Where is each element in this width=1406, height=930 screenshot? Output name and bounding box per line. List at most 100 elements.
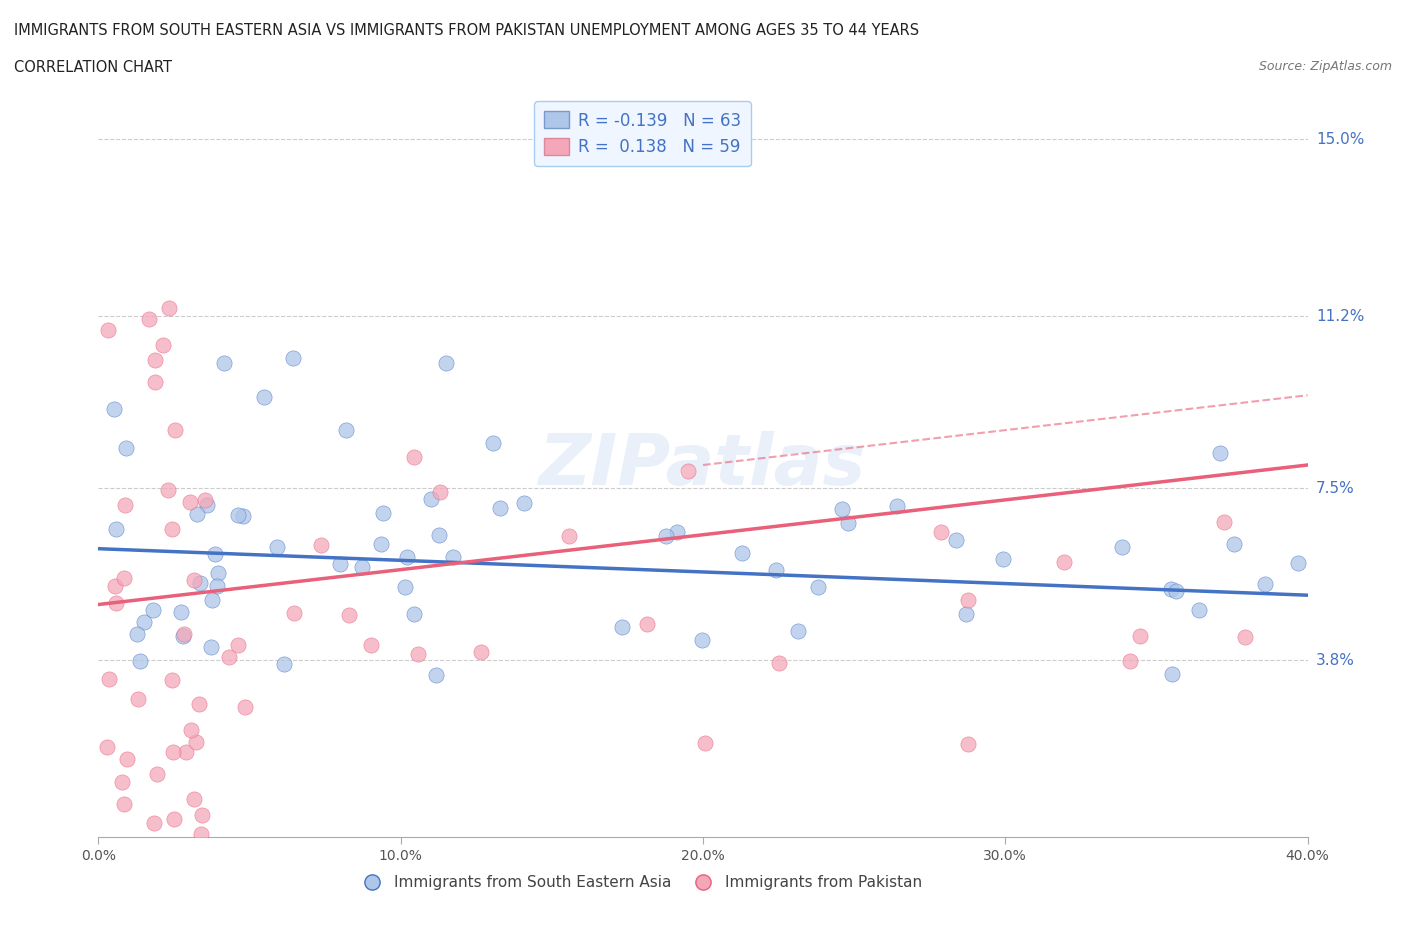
Point xyxy=(396,550,419,565)
Point xyxy=(470,644,492,659)
Point xyxy=(190,827,212,842)
Point xyxy=(489,500,512,515)
Point xyxy=(127,691,149,706)
Point xyxy=(929,525,952,539)
Point xyxy=(1223,537,1246,551)
Point xyxy=(165,423,187,438)
Point xyxy=(352,559,374,574)
Point xyxy=(103,402,125,417)
Point xyxy=(226,638,249,653)
Point xyxy=(1160,582,1182,597)
Point xyxy=(205,578,228,593)
Point xyxy=(170,604,193,619)
Point xyxy=(152,338,174,352)
Point xyxy=(1254,577,1277,591)
Point xyxy=(281,351,304,365)
Point xyxy=(513,496,536,511)
Point xyxy=(768,656,790,671)
Point xyxy=(831,501,853,516)
Point xyxy=(309,538,332,552)
Point xyxy=(427,527,450,542)
Text: IMMIGRANTS FROM SOUTH EASTERN ASIA VS IMMIGRANTS FROM PAKISTAN UNEMPLOYMENT AMON: IMMIGRANTS FROM SOUTH EASTERN ASIA VS IM… xyxy=(14,23,920,38)
Text: 11.2%: 11.2% xyxy=(1316,309,1364,324)
Point xyxy=(956,737,979,751)
Point xyxy=(1161,667,1184,682)
Point xyxy=(434,355,457,370)
Point xyxy=(957,592,980,607)
Point xyxy=(194,492,217,507)
Point xyxy=(945,533,967,548)
Point xyxy=(180,723,202,737)
Point xyxy=(693,736,716,751)
Point xyxy=(162,744,184,759)
Point xyxy=(97,323,120,338)
Point xyxy=(201,592,224,607)
Point xyxy=(191,808,214,823)
Point xyxy=(204,547,226,562)
Point xyxy=(731,546,754,561)
Point xyxy=(337,608,360,623)
Point xyxy=(163,812,186,827)
Text: CORRELATION CHART: CORRELATION CHART xyxy=(14,60,172,75)
Point xyxy=(1166,584,1188,599)
Point xyxy=(114,441,136,456)
Text: ZIPatlas: ZIPatlas xyxy=(540,431,866,499)
Point xyxy=(173,626,195,641)
Point xyxy=(157,483,180,498)
Point xyxy=(993,551,1015,566)
Point xyxy=(183,572,205,587)
Point xyxy=(110,775,132,790)
Point xyxy=(655,528,678,543)
Point xyxy=(232,509,254,524)
Point xyxy=(104,578,127,593)
Point xyxy=(160,522,183,537)
Point xyxy=(218,650,240,665)
Point xyxy=(1209,445,1232,460)
Point xyxy=(402,449,425,464)
Point xyxy=(1053,554,1076,569)
Point xyxy=(1188,603,1211,618)
Point xyxy=(886,498,908,513)
Text: 15.0%: 15.0% xyxy=(1316,132,1364,147)
Text: Source: ZipAtlas.com: Source: ZipAtlas.com xyxy=(1258,60,1392,73)
Point xyxy=(186,506,208,521)
Point xyxy=(138,312,160,326)
Point xyxy=(200,640,222,655)
Point xyxy=(105,596,128,611)
Point xyxy=(233,699,256,714)
Point xyxy=(690,632,713,647)
Point xyxy=(329,557,352,572)
Point xyxy=(266,540,288,555)
Point xyxy=(183,791,205,806)
Point xyxy=(187,697,209,711)
Point xyxy=(371,506,394,521)
Point xyxy=(1234,630,1257,644)
Point xyxy=(335,422,357,437)
Point xyxy=(157,300,180,315)
Point xyxy=(112,570,135,585)
Point xyxy=(105,521,128,536)
Point xyxy=(195,498,218,512)
Point xyxy=(441,550,464,565)
Point xyxy=(97,671,120,686)
Text: 3.8%: 3.8% xyxy=(1316,653,1355,668)
Legend: Immigrants from South Eastern Asia, Immigrants from Pakistan: Immigrants from South Eastern Asia, Immi… xyxy=(357,870,928,897)
Point xyxy=(115,752,138,767)
Point xyxy=(129,654,152,669)
Point xyxy=(1286,556,1309,571)
Point xyxy=(558,528,581,543)
Point xyxy=(114,498,136,512)
Text: 7.5%: 7.5% xyxy=(1316,481,1354,496)
Point xyxy=(1118,653,1140,668)
Point xyxy=(807,580,830,595)
Point xyxy=(143,352,166,367)
Point xyxy=(207,565,229,580)
Point xyxy=(955,606,977,621)
Point xyxy=(253,390,276,405)
Point xyxy=(425,668,447,683)
Point xyxy=(179,494,201,509)
Point xyxy=(188,576,211,591)
Point xyxy=(765,563,787,578)
Point xyxy=(142,816,165,830)
Point xyxy=(142,603,165,618)
